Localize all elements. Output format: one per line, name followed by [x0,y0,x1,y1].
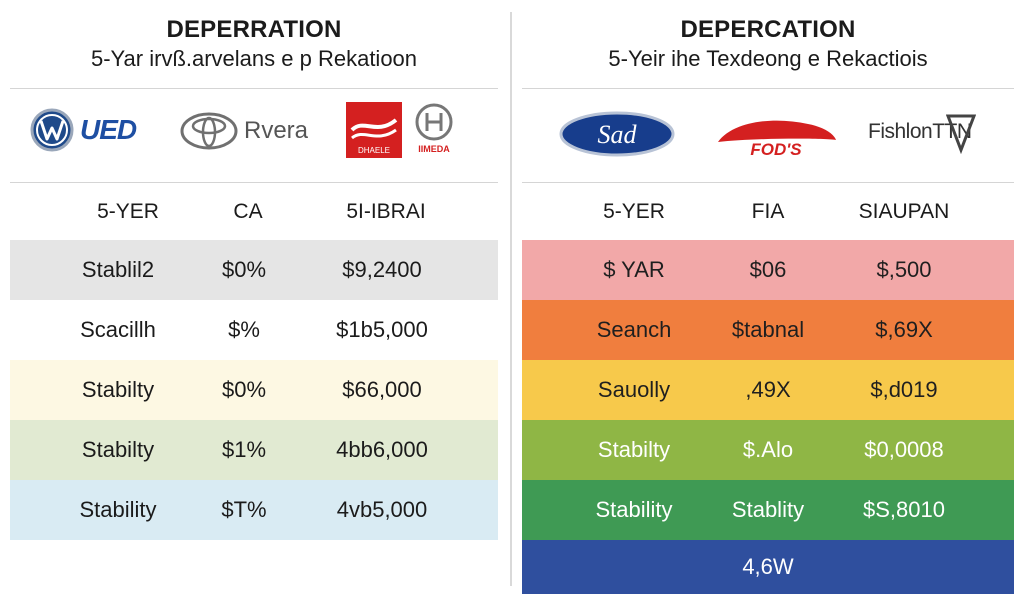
toyota-logo-text: Rvera [244,117,309,144]
right-cell-col1: Stability [595,497,673,522]
panel-divider [510,12,512,586]
vw-emblem-icon [30,108,74,152]
right-subtitle: 5-Yeir ihe Texdeong e Rekactiois [608,46,928,71]
right-table-row: Stabilty $.Alo $0,0008 [522,420,1014,480]
vw-logo: UED [30,108,137,152]
brand-wordmark-logo: FishlonTTN [868,110,976,154]
right-cell-col3: $,500 [876,257,932,282]
left-logo-strip: UED Rvera DHAELE IIMEDA [10,96,498,172]
left-comparison-panel: DEPERRATION 5-Yar irvß.arvelans e p Reka… [10,0,498,586]
left-separator-logos [10,182,498,183]
right-title: DEPERCATION [680,16,856,43]
right-cell-col3: $,d019 [870,377,938,402]
right-header-col3: SIAUPAN [858,200,950,223]
left-cell-col2: $T% [221,497,267,522]
left-table-row: Stability $T% 4vb5,000 [10,480,498,540]
right-separator-logos [522,182,1014,183]
left-subtitle: 5-Yar irvß.arvelans e p Rekatioon [90,46,418,71]
left-header-col3: 5I-IBRAI [346,200,426,223]
left-cell-col1: Stabilty [81,437,155,462]
left-cell-col2: $0% [221,257,267,282]
left-cell-col2: $0% [221,377,267,402]
right-header-col1: 5-YER [603,200,665,223]
right-comparison-panel: DEPERCATION 5-Yeir ihe Texdeong e Rekact… [522,0,1014,594]
honda-caption: IIMEDA [418,144,450,154]
brand-wordmark-text: FishlonTTN [868,120,972,143]
red-badge-caption: DHAELE [358,146,390,155]
toyota-logo: Rvera [180,112,308,150]
toyota-emblem-icon [180,112,238,150]
right-header-col2: FIA [751,200,785,223]
right-cell-col3: $,69X [875,317,933,342]
ford-oval-text: Sad [598,120,638,149]
right-cell-col1: $ YAR [603,257,665,282]
right-cell-col1: Stabilty [597,437,671,462]
red-car-icon: FOD'S [718,120,836,159]
ford-logo: Sad [558,110,676,158]
red-car-logo: FOD'S [712,112,840,160]
left-table-row: Scacillh $% $1b5,000 [10,300,498,360]
right-separator-top [522,88,1014,89]
left-header-col2: CA [233,200,263,223]
right-footer-row: 4,6W [522,540,1014,594]
right-table-row: Sauolly ,49X $,d019 [522,360,1014,420]
left-header-col1: 5-YER [97,200,159,223]
right-cell-col2: $.Alo [742,437,794,462]
right-table-row: Stability Stablity $S,8010 [522,480,1014,540]
right-logo-strip: Sad FOD'S FishlonTTN [522,96,1014,172]
right-cell-col1: Seanch [596,317,672,342]
left-cell-col3: $66,000 [342,377,422,402]
left-table-row: Stabilty $1% 4bb6,000 [10,420,498,480]
triangle-emblem-icon [945,114,976,154]
left-cell-col1: Stability [79,497,157,522]
right-table-row: Seanch $tabnal $,69X [522,300,1014,360]
red-badge-logo: DHAELE [346,102,402,158]
left-cell-col3: $9,2400 [342,257,422,282]
right-cell-col2: $06 [749,257,787,282]
vw-logo-text: UED [80,114,137,145]
right-header-row: 5-YER FIA SIAUPAN [522,196,1014,230]
right-cell-col2: ,49X [745,377,791,402]
left-cell-col1: Scacillh [80,317,156,342]
honda-emblem-icon [415,103,453,141]
left-cell-col3: 4vb5,000 [336,497,428,522]
left-cell-col1: Stablil2 [81,257,155,282]
left-title: DEPERRATION [166,16,342,43]
left-cell-col1: Stabilty [81,377,155,402]
left-table-row: Stabilty $0% $66,000 [10,360,498,420]
red-car-text: FOD'S [750,140,802,159]
ford-oval-icon: Sad [559,111,675,157]
left-cell-col2: $% [228,317,260,342]
left-cell-col3: $1b5,000 [336,317,428,342]
right-table-row: $ YAR $06 $,500 [522,240,1014,300]
right-cell-col2: $tabnal [731,317,805,342]
left-cell-col3: 4bb6,000 [336,437,428,462]
right-cell-col2: 4,6W [742,554,794,579]
right-cell-col2: Stablity [731,497,805,522]
left-cell-col2: $1% [221,437,267,462]
right-cell-col1: Sauolly [597,377,671,402]
honda-logo: IIMEDA [414,102,454,154]
left-separator-top [10,88,498,89]
right-cell-col3: $0,0008 [864,437,944,462]
left-table-row: Stablil2 $0% $9,2400 [10,240,498,300]
red-badge-icon: DHAELE [346,102,402,158]
left-header-row: 5-YER CA 5I-IBRAI [10,196,498,230]
right-cell-col3: $S,8010 [863,497,945,522]
